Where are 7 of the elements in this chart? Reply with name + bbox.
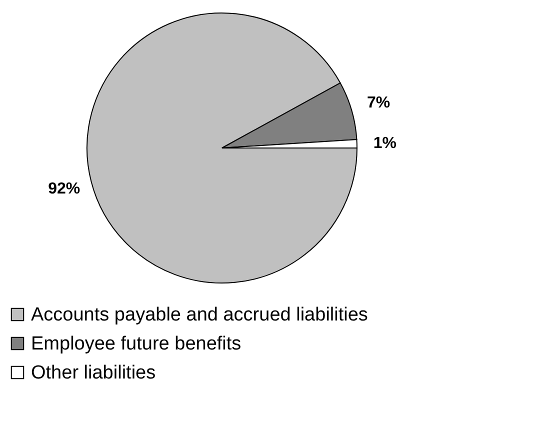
legend-label: Employee future benefits (31, 334, 242, 354)
data-label: 92% (48, 180, 80, 198)
pie-slice (86, 12, 358, 284)
data-label: 1% (373, 134, 396, 152)
legend-label: Accounts payable and accrued liabilities (31, 304, 368, 326)
legend-label: Other liabilities (31, 362, 156, 384)
data-label: 7% (366, 94, 390, 112)
